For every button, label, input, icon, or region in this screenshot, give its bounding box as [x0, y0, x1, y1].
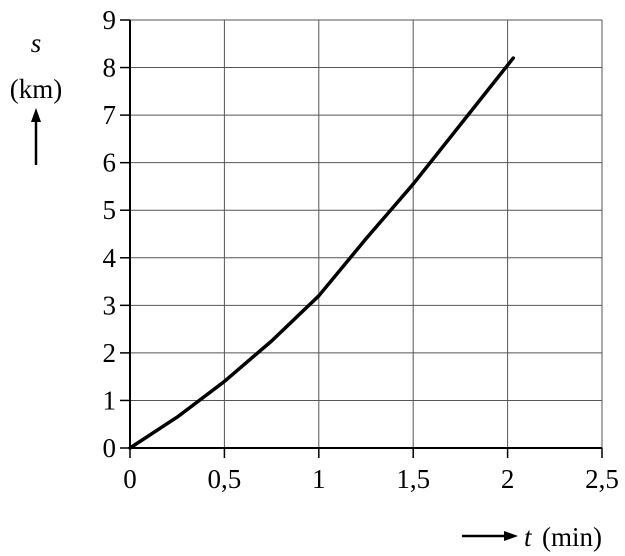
- y-arrow-head: [31, 108, 41, 122]
- y-tick-label: 9: [103, 5, 117, 35]
- y-axis-label: s: [31, 28, 42, 58]
- y-tick-label: 3: [103, 290, 117, 320]
- x-axis-unit: (min): [542, 522, 602, 552]
- y-tick-label: 0: [103, 433, 117, 463]
- x-tick-label: 0: [123, 464, 137, 494]
- y-tick-label: 2: [103, 338, 117, 368]
- y-tick-label: 7: [103, 100, 117, 130]
- y-tick-label: 4: [103, 243, 117, 273]
- y-tick-label: 8: [103, 53, 117, 83]
- x-tick-label: 1,5: [396, 464, 430, 494]
- x-tick-label: 2,5: [585, 464, 619, 494]
- y-tick-label: 1: [103, 385, 117, 415]
- y-axis-unit: (km): [10, 74, 62, 104]
- y-tick-label: 6: [103, 148, 117, 178]
- data-line: [128, 56, 516, 450]
- x-tick-label: 2: [501, 464, 515, 494]
- x-tick-label: 1: [312, 464, 326, 494]
- x-tick-label: 0,5: [208, 464, 242, 494]
- y-tick-label: 5: [103, 195, 117, 225]
- x-arrow-head: [504, 531, 518, 541]
- x-axis-label: t: [524, 522, 533, 552]
